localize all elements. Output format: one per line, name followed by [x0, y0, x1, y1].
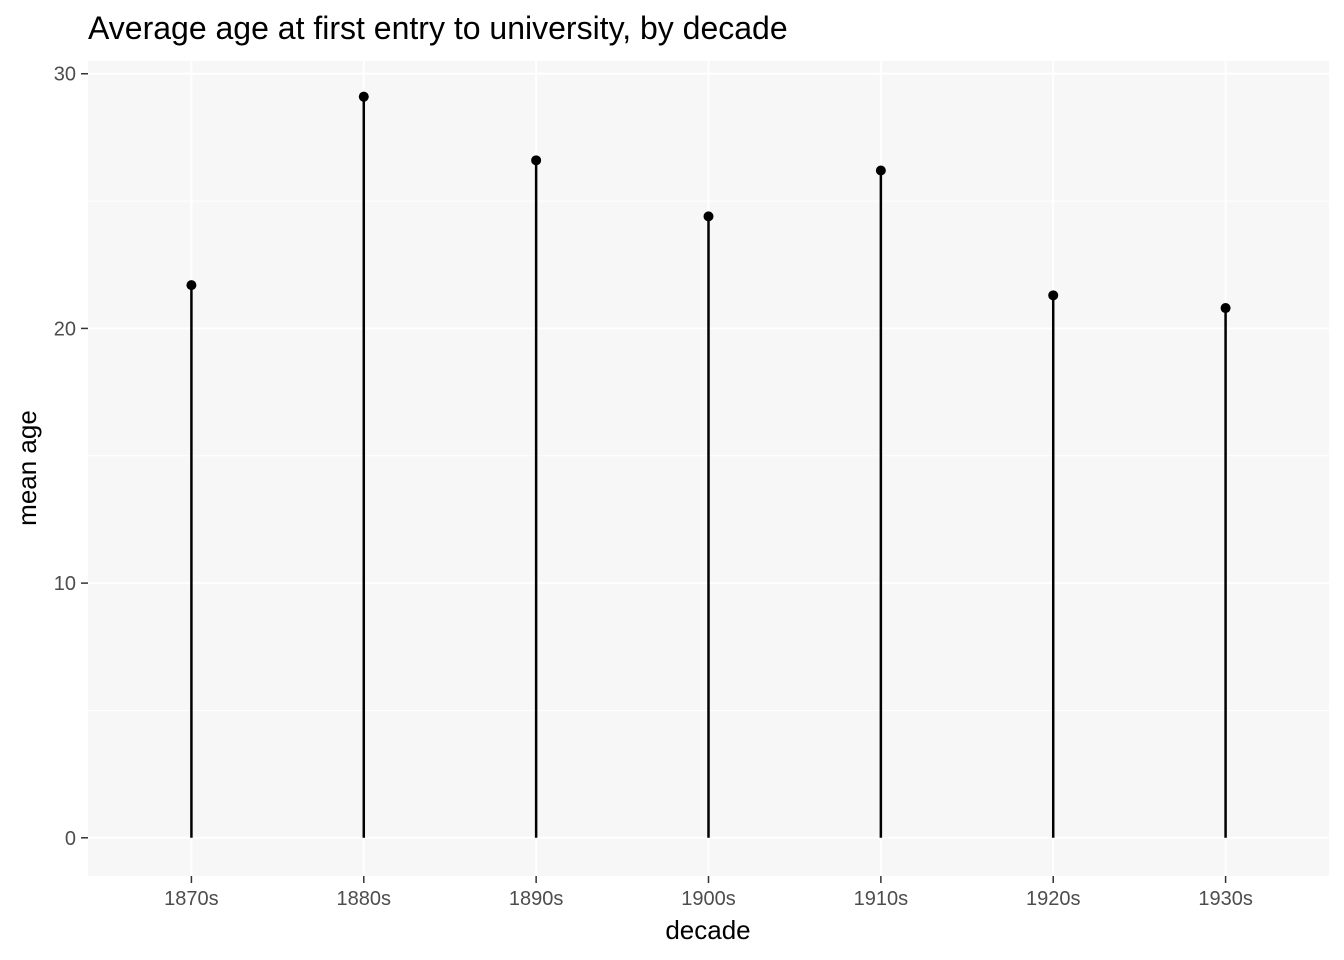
x-tick-label: 1880s — [337, 888, 392, 910]
x-tick-label: 1930s — [1198, 888, 1253, 910]
lollipop-point — [1048, 290, 1059, 301]
y-tick-label: 30 — [54, 64, 76, 86]
lollipop-point — [875, 165, 886, 176]
x-tick-label: 1920s — [1026, 888, 1081, 910]
y-axis: 0 10 20 30 — [54, 64, 88, 850]
x-axis-title: decade — [665, 915, 750, 945]
lollipop-point — [358, 91, 369, 102]
chart-title: Average age at first entry to university… — [88, 10, 788, 46]
lollipop-point — [1220, 303, 1231, 314]
lollipop-point — [186, 280, 197, 291]
lollipop-point — [531, 155, 542, 166]
x-tick-label: 1870s — [164, 888, 219, 910]
x-tick-label: 1900s — [681, 888, 736, 910]
x-axis: 1870s 1880s 1890s 1900s 1910s 1920s 1930s — [164, 876, 1253, 910]
x-tick-label: 1910s — [854, 888, 909, 910]
y-tick-label: 10 — [54, 573, 76, 595]
y-tick-label: 20 — [54, 318, 76, 340]
x-tick-label: 1890s — [509, 888, 564, 910]
y-tick-label: 0 — [65, 828, 76, 850]
y-axis-title: mean age — [12, 410, 42, 526]
data-marks — [186, 91, 1231, 838]
lollipop-point — [703, 211, 714, 222]
